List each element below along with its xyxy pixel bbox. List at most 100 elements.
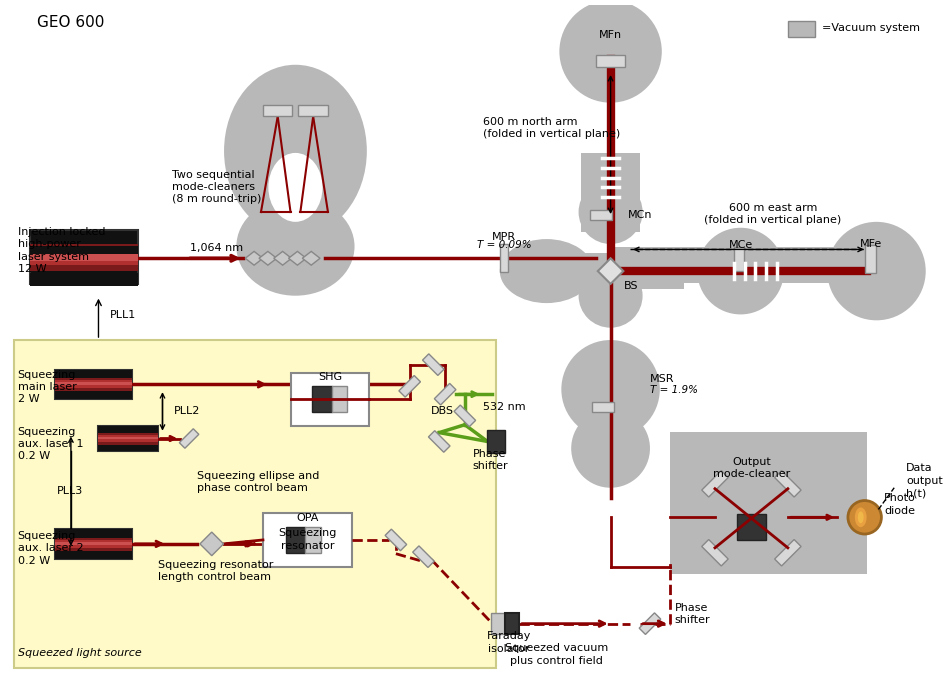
Text: T = 1.9%: T = 1.9% [650,385,698,395]
Bar [775,471,801,497]
Bar [306,527,321,553]
Polygon shape [259,251,277,265]
Bar [29,253,138,261]
Circle shape [827,222,926,320]
Bar [281,232,310,271]
Ellipse shape [579,264,642,328]
Bar [55,376,131,392]
Bar [610,247,871,283]
Bar [98,426,158,451]
Bar [702,540,728,566]
Text: OPA: OPA [296,513,319,523]
Bar [98,434,158,443]
Circle shape [848,501,882,534]
Text: MPR: MPR [492,232,517,242]
Polygon shape [200,532,223,556]
Bar [98,426,158,432]
Bar [298,104,328,117]
Text: BS: BS [623,281,638,291]
Bar [55,550,131,559]
Polygon shape [598,258,623,284]
Bar [734,247,744,271]
Bar [55,382,131,385]
Bar [332,387,346,412]
Bar [55,529,131,559]
Circle shape [697,227,784,314]
Bar [500,245,508,272]
Text: Squeezed light source: Squeezed light source [18,648,142,658]
Bar [29,244,138,271]
Text: PLL2: PLL2 [174,406,201,416]
Bar [737,514,766,540]
Bar [14,340,497,668]
Bar [590,210,611,220]
Text: Squeezing
aux. laser 2
0.2 W: Squeezing aux. laser 2 0.2 W [18,531,83,566]
Ellipse shape [224,65,367,237]
Text: Photo
diode: Photo diode [885,493,916,516]
Bar [454,405,476,427]
Bar [788,21,815,37]
Text: MCe: MCe [728,240,753,251]
Bar [775,540,801,566]
Bar [55,540,131,548]
Text: MCn: MCn [628,210,653,220]
Text: T = 0.09%: T = 0.09% [477,240,532,251]
Polygon shape [245,251,263,265]
Bar [429,431,450,452]
Text: 1,064 nm: 1,064 nm [190,243,243,253]
Text: GEO 600: GEO 600 [38,16,105,31]
Ellipse shape [855,507,867,527]
Text: Phase
shifter: Phase shifter [674,602,710,625]
Text: Faraday
isolator: Faraday isolator [487,631,532,654]
Text: Squeezing
main laser
2 W: Squeezing main laser 2 W [18,370,77,404]
Ellipse shape [579,180,642,244]
Bar [593,429,628,478]
Bar [263,104,292,117]
Bar [399,376,420,397]
Circle shape [571,409,650,488]
Text: Squeezing resonator
length control beam: Squeezing resonator length control beam [158,559,273,582]
Bar [286,527,306,553]
Bar [434,383,456,405]
Text: Squeezed vacuum
plus control field: Squeezed vacuum plus control field [505,643,608,666]
Text: 600 m east arm
(folded in vertical plane): 600 m east arm (folded in vertical plane… [705,203,842,225]
Bar [98,436,158,439]
Text: MFe: MFe [860,238,882,249]
Text: Squeezing
aux. laser 1
0.2 W: Squeezing aux. laser 1 0.2 W [18,427,83,462]
Bar [423,354,444,376]
Text: Output
mode-cleaner: Output mode-cleaner [712,457,790,479]
Bar [55,391,131,399]
Bar [55,536,131,552]
Bar [505,613,519,635]
Ellipse shape [858,512,864,523]
Bar [55,529,131,538]
Text: PLL3: PLL3 [57,486,83,496]
Bar [98,445,158,451]
Bar [593,350,628,414]
Bar [487,430,505,454]
Bar [55,542,131,545]
Text: 532 nm: 532 nm [482,402,525,412]
Polygon shape [273,251,291,265]
Bar [29,249,138,265]
Bar [581,153,640,232]
Bar [702,471,728,497]
Text: MSR: MSR [650,374,674,385]
Text: DBS: DBS [430,406,454,416]
Bar [491,613,505,635]
Text: Two sequential
mode-cleaners
(8 m round-trip): Two sequential mode-cleaners (8 m round-… [172,169,262,204]
Polygon shape [303,251,320,265]
Bar [29,247,138,254]
Text: =Vacuum system: =Vacuum system [822,23,920,33]
Bar [55,370,131,399]
Bar [591,0,630,99]
Text: Squeezing ellipse and
phase control beam: Squeezing ellipse and phase control beam [197,471,320,493]
Bar [592,402,614,412]
Ellipse shape [269,153,323,222]
Text: Squeezing
resonator: Squeezing resonator [278,528,337,550]
Polygon shape [289,251,307,265]
Ellipse shape [499,239,593,303]
Ellipse shape [236,197,355,296]
Bar [180,429,199,448]
Text: Phase
shifter: Phase shifter [473,449,508,471]
